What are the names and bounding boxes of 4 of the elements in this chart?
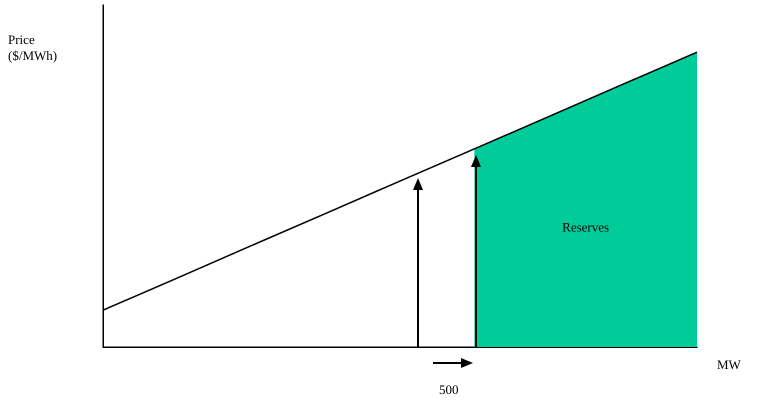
text: 500 (439, 382, 458, 398)
y-axis-title: Price ($/MWh) (8, 32, 58, 64)
series-label: Reserves (562, 219, 610, 234)
x-axis-title: MW (717, 357, 741, 373)
